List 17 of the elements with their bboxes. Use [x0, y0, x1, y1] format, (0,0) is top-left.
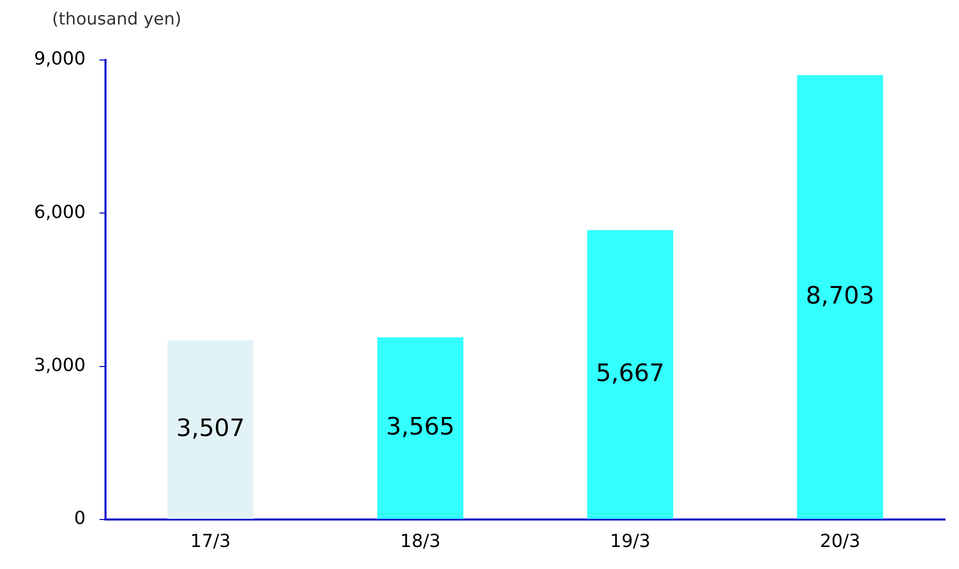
- y-tick-label: 0: [74, 508, 86, 530]
- data-label: 8,703: [806, 282, 874, 310]
- y-tick-label: 3,000: [34, 354, 86, 376]
- x-tick-label: 19/3: [610, 530, 650, 552]
- data-label: 3,565: [386, 412, 455, 441]
- y-axis-title: (thousand yen): [52, 9, 182, 30]
- y-tick-label: 6,000: [34, 202, 86, 223]
- bar: [377, 337, 464, 519]
- x-tick-label: 17/3: [190, 530, 231, 552]
- x-tick-label: 20/3: [820, 530, 860, 552]
- bar: [797, 75, 884, 519]
- bar: [167, 340, 254, 519]
- data-label: 5,667: [596, 359, 665, 387]
- y-tick-label: 9,000: [34, 48, 86, 70]
- bar: [587, 230, 674, 519]
- x-tick-label: 18/3: [400, 530, 441, 552]
- data-label: 3,507: [176, 414, 245, 442]
